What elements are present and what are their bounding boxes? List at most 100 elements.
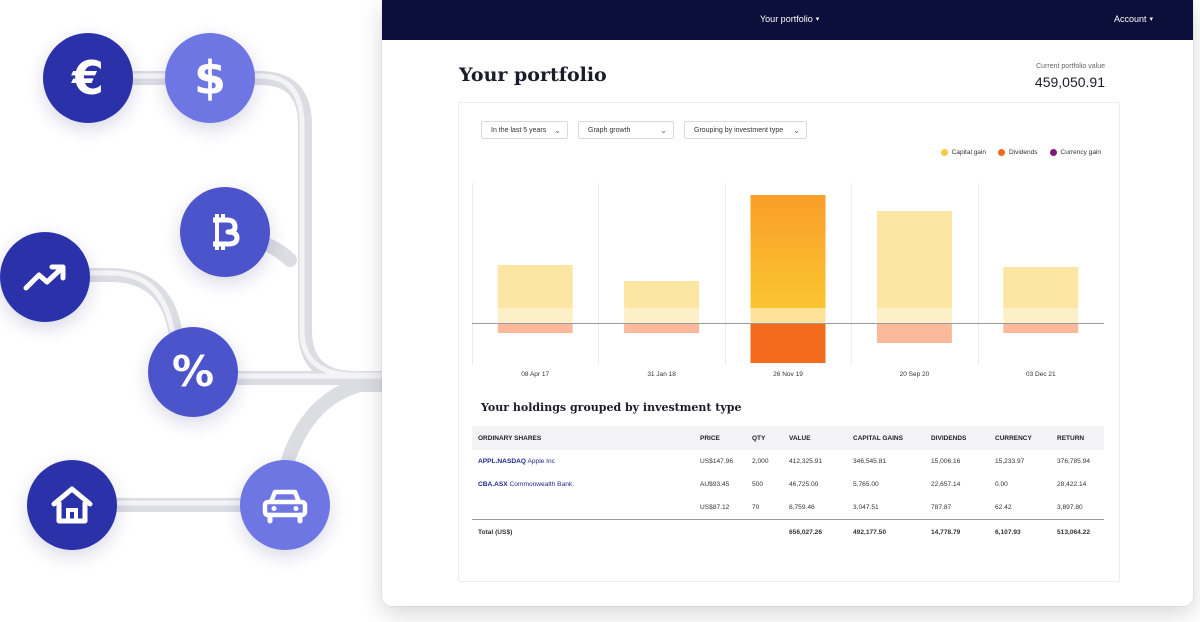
portfolio-card: In the last 5 years ⌄ Graph growth ⌄ Gro… [458, 102, 1120, 582]
x-axis-tick-label: 20 Sep 20 [900, 371, 930, 378]
filter-bar: In the last 5 years ⌄ Graph growth ⌄ Gro… [481, 121, 807, 139]
qty-cell: 70 [752, 504, 760, 511]
total-return-cell: 513,064.22 [1051, 519, 1104, 545]
col-ordinary-shares[interactable]: ORDINARY SHARES [472, 426, 694, 450]
percent-icon: % [148, 327, 238, 417]
empty-cell [746, 519, 783, 545]
capital-gain-bar-base [876, 308, 952, 323]
value-cell: 8,759.46 [789, 504, 815, 511]
qty-cell: 500 [752, 481, 764, 488]
legend-dot [997, 149, 1005, 156]
holding-company: Apple Inc [527, 458, 555, 465]
dividends-bar [750, 323, 826, 363]
holding-ticker[interactable]: APPL.NASDAQ [478, 458, 526, 465]
holdings-title: Your holdings grouped by investment type [481, 401, 742, 414]
total-currency-cell: 6,107.93 [989, 519, 1051, 545]
nav-portfolio-label: Your portfolio [760, 14, 813, 24]
nav-account[interactable]: Account ▾ [1114, 14, 1153, 24]
x-axis-tick-label: 26 Nov 19 [773, 371, 803, 378]
dividends-bar [876, 323, 952, 343]
capital-gain-bar [750, 195, 826, 308]
chevron-down-icon: ⌄ [660, 125, 667, 135]
capital-gain-bar [1003, 267, 1079, 308]
col-currency[interactable]: CURRENCY [989, 426, 1051, 450]
page-title: Your portfolio [459, 64, 607, 86]
legend-currency-gain[interactable]: Currency gain [1049, 149, 1101, 156]
x-axis-tick-label: 08 Apr 17 [521, 371, 549, 378]
legend-dot [1049, 149, 1057, 156]
capital-gain-bar-base [750, 308, 826, 323]
table-row[interactable]: APPL.NASDAQ Apple Inc US$147.96 2,000 41… [472, 450, 1104, 473]
col-return[interactable]: RETURN [1051, 426, 1104, 450]
dollar-icon: $ [165, 33, 255, 123]
grouping-select-value: Grouping by investment type [694, 126, 784, 134]
capital-gain-bar [876, 211, 952, 308]
legend-capital-gain[interactable]: Capital gain [940, 149, 986, 156]
period-select[interactable]: In the last 5 years ⌄ [481, 121, 568, 139]
total-capital-gains-cell: 492,177.50 [847, 519, 925, 545]
table-total-row: Total (US$) 656,027.26 492,177.50 14,778… [472, 519, 1104, 545]
chart-legend: Capital gain Dividends Currency gain [940, 149, 1101, 156]
dividends-bar [1003, 323, 1079, 333]
legend-dot [940, 149, 948, 156]
capital-gain-bar-base [1003, 308, 1079, 323]
col-capital-gains[interactable]: CAPITAL GAINS [847, 426, 925, 450]
dividends-bar [497, 323, 573, 333]
currency-cell: 0.00 [995, 481, 1008, 488]
legend-label: Currency gain [1060, 149, 1101, 156]
total-value-cell: 656,027.26 [783, 519, 847, 545]
return-cell: 376,785.94 [1057, 458, 1091, 465]
x-axis-tick-label: 31 Jan 18 [647, 371, 676, 378]
total-label: Total (US$) [472, 519, 694, 545]
chevron-down-icon: ▾ [815, 16, 820, 23]
car-icon [240, 460, 330, 550]
empty-cell [694, 519, 746, 545]
dividends-cell: 22,657.14 [931, 481, 961, 488]
total-dividends-cell: 14,778.79 [925, 519, 989, 545]
euro-icon: € [43, 33, 133, 123]
holdings-table: ORDINARY SHARES PRICE QTY VALUE CAPITAL … [472, 426, 1104, 545]
capital-gain-bar-base [497, 308, 573, 323]
table-row[interactable]: CBA.ASX Commonwealth Bank. AU$93.45 500 … [472, 473, 1104, 496]
price-cell: US$147.96 [700, 458, 733, 465]
value-cell: 46,725.00 [789, 481, 819, 488]
capital-gain-bar-base [624, 308, 700, 323]
feature-illustration: € $ % [0, 0, 400, 622]
capital-gains-cell: 5,765.00 [853, 481, 879, 488]
legend-label: Capital gain [951, 149, 986, 156]
trending-up-icon [0, 232, 90, 322]
x-axis-tick-label: 03 Dec 21 [1026, 371, 1056, 378]
holding-ticker[interactable]: CBA.ASX [478, 481, 508, 488]
col-dividends[interactable]: DIVIDENDS [925, 426, 989, 450]
capital-gain-bar [497, 265, 573, 308]
grouping-select[interactable]: Grouping by investment type ⌄ [684, 121, 807, 139]
capital-gain-bar [624, 281, 700, 308]
dividends-cell: 787.87 [931, 504, 952, 511]
holding-name-cell: APPL.NASDAQ Apple Inc [472, 450, 694, 473]
dividends-cell: 15,006.16 [931, 458, 961, 465]
currency-cell: 15,233.97 [995, 458, 1025, 465]
currency-cell: 62.42 [995, 504, 1012, 511]
qty-cell: 2,000 [752, 458, 769, 465]
top-navbar: Your portfolio ▾ Account ▾ [382, 0, 1193, 40]
table-row[interactable]: US$87.12 70 8,759.46 3,047.51 787.87 62.… [472, 496, 1104, 520]
capital-gains-cell: 346,545.81 [853, 458, 887, 465]
chevron-down-icon: ⌄ [554, 125, 561, 135]
nav-your-portfolio[interactable]: Your portfolio ▾ [760, 14, 819, 24]
capital-gains-cell: 3,047.51 [853, 504, 879, 511]
dividends-bar [624, 323, 700, 333]
graph-type-select-value: Graph growth [588, 126, 631, 134]
col-qty[interactable]: QTY [746, 426, 783, 450]
bitcoin-icon [180, 187, 270, 277]
graph-type-select[interactable]: Graph growth ⌄ [578, 121, 674, 139]
app-window: Your portfolio ▾ Account ▾ Your portfoli… [382, 0, 1193, 606]
legend-dividends[interactable]: Dividends [997, 149, 1038, 156]
price-cell: US$87.12 [700, 504, 730, 511]
chevron-down-icon: ⌄ [793, 125, 800, 135]
portfolio-value-label: Current portfolio value [1036, 63, 1105, 70]
col-price[interactable]: PRICE [694, 426, 746, 450]
home-icon [27, 460, 117, 550]
nav-account-label: Account [1113, 14, 1147, 24]
col-value[interactable]: VALUE [783, 426, 847, 450]
price-cell: AU$93.45 [700, 481, 730, 488]
